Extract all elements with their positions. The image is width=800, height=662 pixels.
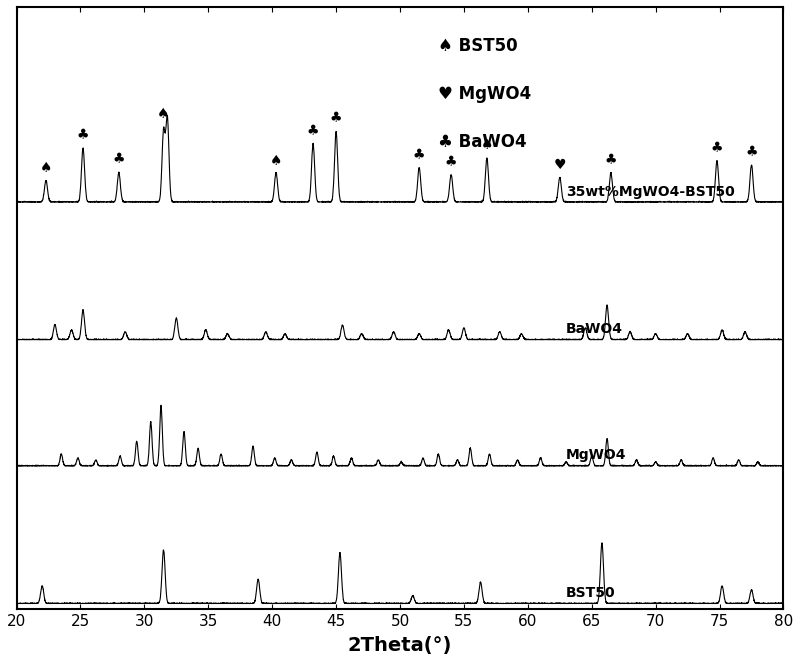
Text: 35wt%MgWO4-BST50: 35wt%MgWO4-BST50 [566,185,735,199]
Text: BaWO4: BaWO4 [566,322,623,336]
Text: ♠: ♠ [40,161,52,175]
X-axis label: 2Theta(°): 2Theta(°) [348,636,452,655]
Text: ♣: ♣ [445,156,458,169]
Text: ♣: ♣ [77,128,90,142]
Text: ♣: ♣ [605,154,617,167]
Text: ♣: ♣ [330,112,342,126]
Text: ♣: ♣ [113,152,125,166]
Text: ♠: ♠ [270,154,282,167]
Text: ♣: ♣ [413,148,426,162]
Text: ♣: ♣ [746,146,758,160]
Text: ♠: ♠ [481,138,493,152]
Text: ♠: ♠ [158,107,170,121]
Text: ♣ BaWO4: ♣ BaWO4 [438,134,527,152]
Text: ♣: ♣ [307,124,319,138]
Text: ♥ MgWO4: ♥ MgWO4 [438,85,531,103]
Text: ♣: ♣ [710,141,723,155]
Text: MgWO4: MgWO4 [566,448,626,462]
Text: ♥: ♥ [554,158,566,171]
Text: BST50: BST50 [566,586,616,600]
Text: ♠ BST50: ♠ BST50 [438,37,518,55]
